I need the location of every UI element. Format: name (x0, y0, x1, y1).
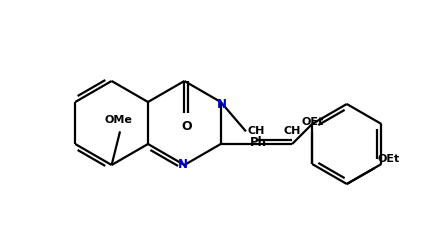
Text: Ph: Ph (250, 136, 267, 149)
Text: OEt: OEt (301, 117, 323, 127)
Text: N: N (217, 98, 227, 110)
Text: N: N (178, 157, 188, 171)
Text: O: O (181, 120, 192, 133)
Text: OEt: OEt (378, 154, 400, 164)
Text: OMe: OMe (104, 115, 132, 125)
Text: CH: CH (284, 126, 301, 136)
Text: CH: CH (248, 126, 265, 136)
